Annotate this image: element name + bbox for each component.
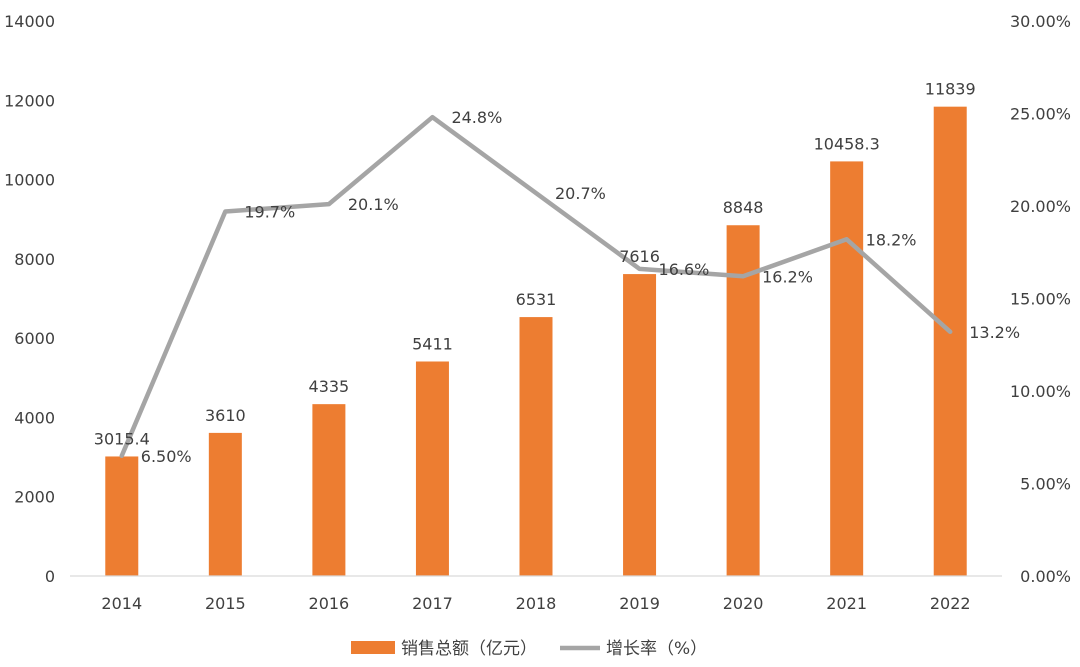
y-right-tick-label: 0.00% [1020,567,1071,586]
x-tick-label: 2022 [930,594,971,613]
bar-sales [726,225,760,577]
y-left-tick-label: 4000 [14,408,55,427]
bar-data-label: 4335 [309,377,350,396]
axis-layer: 0 2000 4000 6000 8000 10000 12000 14000 0.00% 5.0… [4,12,1071,613]
bar-sales [519,317,553,576]
bar-data-label: 11839 [925,80,976,99]
legend: 销售总额（亿元） 增长率（%） [351,639,707,659]
bars-layer [105,106,967,577]
y-left-tick-label: 2000 [14,488,55,507]
x-tick-label: 2016 [309,594,350,613]
y-right-tick-label: 5.00% [1020,475,1071,494]
line-layer [119,114,953,458]
bar-data-label: 5411 [412,334,453,353]
y-right-tick-label: 30.00% [1010,12,1071,31]
bar-sales [312,404,346,576]
y-right-tick-label: 15.00% [1010,290,1071,309]
legend-label-growth: 增长率（%） [606,639,707,659]
y-left-tick-label: 0 [45,567,55,586]
line-data-label: 20.1% [348,195,399,214]
line-data-label: 18.2% [866,230,917,249]
bar-data-label: 3610 [205,406,246,425]
y-right-tick-label: 25.00% [1010,105,1071,124]
bar-sales [415,361,449,576]
x-tick-label: 2019 [619,594,660,613]
x-tick-label: 2020 [723,594,764,613]
line-data-label: 19.7% [244,203,295,222]
y-right-tick-label: 10.00% [1010,382,1071,401]
growth-rate-line [119,114,953,458]
y-right-tick-label: 20.00% [1010,197,1071,216]
bar-data-label: 10458.3 [814,134,880,153]
bar-data-label: 3015.4 [94,429,150,448]
y-left-tick-label: 6000 [14,329,55,348]
line-data-label: 16.6% [659,260,710,279]
line-data-label: 6.50% [141,447,192,466]
bar-sales [208,432,242,576]
x-tick-label: 2018 [516,594,557,613]
y-left-tick-label: 8000 [14,250,55,269]
x-tick-label: 2015 [205,594,246,613]
legend-label-sales: 销售总额（亿元） [401,639,537,659]
bar-data-label: 8848 [723,198,764,217]
line-data-label: 24.8% [451,108,502,127]
bar-sales [623,274,657,576]
x-tick-label: 2017 [412,594,453,613]
line-data-label: 16.2% [762,267,813,286]
y-left-tick-label: 14000 [4,12,55,31]
y-left-tick-label: 12000 [4,91,55,110]
x-tick-label: 2014 [101,594,142,613]
line-data-label: 20.7% [555,184,606,203]
bar-data-label: 6531 [516,290,557,309]
y-left-tick-label: 10000 [4,171,55,190]
bar-data-label: 7616 [619,247,660,266]
bar-sales [830,161,864,576]
line-data-label: 13.2% [969,323,1020,342]
bar-sales [105,456,139,576]
x-tick-label: 2021 [826,594,867,613]
labels-layer: 3015.4 3610 4335 5411 6531 7616 8848 10458.3 118… [94,80,1020,466]
bar-sales [933,106,967,576]
legend-swatch-sales [351,641,395,654]
